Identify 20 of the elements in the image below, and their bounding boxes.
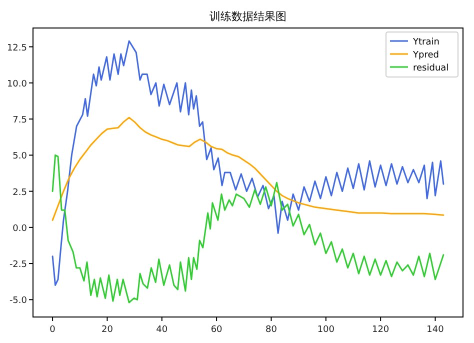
x-tick-label: 100: [317, 325, 335, 335]
legend-label: Ytrain: [412, 38, 440, 48]
x-tick-label: 20: [101, 325, 114, 335]
x-tick-label: 120: [372, 325, 390, 335]
y-tick-label: 12.5: [6, 43, 27, 54]
y-tick-label: 2.5: [12, 188, 27, 198]
x-tick-label: 80: [266, 325, 278, 335]
legend-label: residual: [413, 64, 449, 74]
x-tick-label: 140: [426, 325, 444, 335]
x-tick-label: 40: [156, 325, 168, 335]
x-tick-label: 0: [50, 325, 56, 335]
y-tick-label: 0.0: [12, 224, 28, 234]
chart-title: 训练数据结果图: [210, 10, 286, 23]
y-tick-label: -5.0: [9, 296, 28, 306]
y-tick-label: 10.0: [6, 79, 28, 90]
legend-label: Ypred: [412, 50, 439, 60]
x-tick-label: 60: [210, 325, 223, 335]
y-tick-label: 7.5: [12, 116, 27, 126]
y-tick-label: 5.0: [12, 152, 28, 162]
y-tick-label: -2.5: [9, 260, 27, 270]
